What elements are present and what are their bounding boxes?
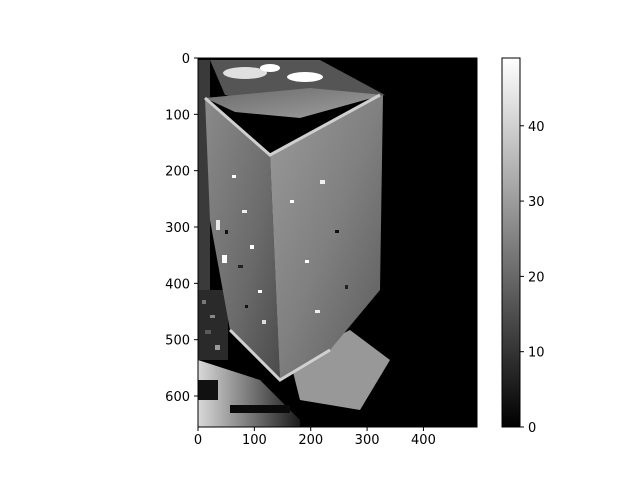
heatmap-speck: [262, 320, 266, 324]
x-tick-label: 100: [242, 433, 267, 448]
y-tick-label: 200: [165, 165, 190, 180]
heatmap-speck: [242, 210, 247, 213]
heatmap-speck: [225, 230, 228, 234]
x-tick-label: 200: [298, 433, 323, 448]
heatmap-object-edge: [228, 328, 331, 382]
colorbar: [502, 58, 520, 427]
y-tick-label: 500: [165, 334, 190, 349]
colorbar-tick-label: 10: [528, 346, 545, 361]
colorbar-tick-label: 30: [528, 195, 545, 210]
heatmap-frame: [197, 57, 478, 428]
heatmap-bright-blob: [260, 64, 280, 72]
heatmap-noise-speck: [205, 330, 211, 334]
heatmap-object-top: [205, 88, 383, 118]
heatmap-noise-speck: [202, 300, 206, 304]
y-tick-label: 600: [165, 390, 190, 405]
x-tick-label: 400: [411, 433, 436, 448]
heatmap-speck: [216, 220, 220, 230]
x-tick-label: 300: [355, 433, 380, 448]
y-tick-label: 300: [165, 221, 190, 236]
x-tick-label: 0: [194, 433, 202, 448]
heatmap-dark-patch: [230, 405, 290, 413]
heatmap-dark-patch: [198, 380, 218, 400]
heatmap-speck: [222, 255, 227, 263]
heatmap-noise-speck: [215, 345, 220, 350]
y-tick-label: 100: [165, 108, 190, 123]
heatmap-speck: [238, 265, 243, 268]
heatmap-speck: [232, 175, 236, 178]
heatmap-speckles: [216, 175, 348, 324]
heatmap-speck: [305, 260, 309, 263]
heatmap-noise-speck: [210, 315, 215, 318]
heatmap-bright-blob: [223, 67, 267, 79]
y-tick-label: 0: [182, 52, 190, 67]
heatmap-speck: [320, 180, 325, 184]
heatmap-object-left-face: [205, 98, 280, 380]
heatmap-object-edge: [204, 93, 381, 157]
heatmap-speck: [258, 290, 262, 293]
colorbar-frame: [501, 57, 521, 428]
colorbar-axis: 0 10 20 30 40: [520, 120, 545, 436]
heatmap-speck: [345, 285, 348, 289]
colorbar-tick-label: 20: [528, 270, 545, 285]
heatmap-speck: [315, 310, 320, 313]
heatmap-speck: [250, 245, 254, 249]
colorbar-tick-label: 40: [528, 120, 545, 135]
heatmap-speck: [335, 230, 339, 233]
x-axis: 0 100 200 300 400: [194, 427, 436, 448]
heatmap-speck: [245, 305, 248, 308]
heatmap-bright-blob: [287, 72, 323, 82]
y-axis: 0 100 200 300 400 500 600: [165, 52, 198, 405]
heatmap-speck: [290, 200, 294, 203]
heatmap-image: [198, 58, 477, 427]
colorbar-tick-label: 0: [528, 421, 536, 436]
y-tick-label: 400: [165, 277, 190, 292]
heatmap-object-right-face: [270, 95, 383, 380]
